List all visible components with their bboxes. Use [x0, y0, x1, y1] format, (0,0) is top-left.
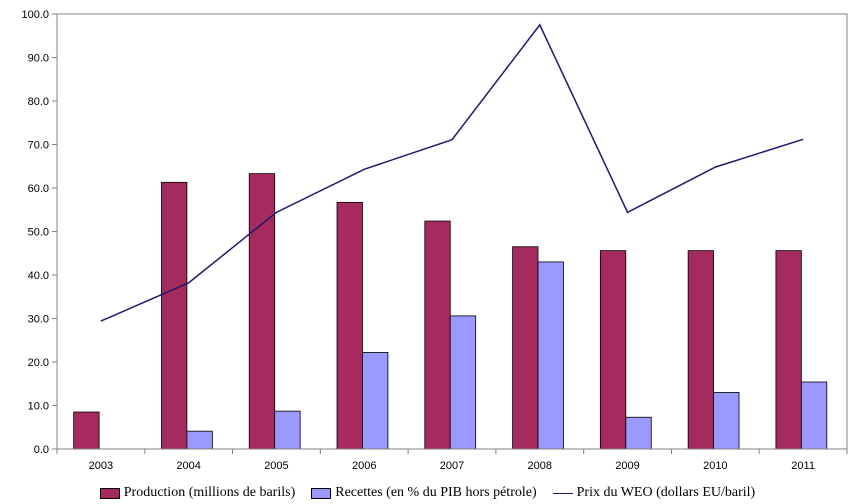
bar-production-2007 [424, 220, 451, 450]
x-tick-label: 2011 [791, 460, 815, 472]
bar-production-2005 [248, 173, 276, 450]
plot-area-frame [56, 13, 848, 450]
x-tick-label: 2003 [89, 460, 113, 472]
y-tick-label: 10.0 [28, 401, 49, 413]
bar-recettes-2006 [362, 352, 389, 450]
x-tick-label: 2005 [264, 460, 288, 472]
bar-production-2009 [599, 250, 627, 450]
legend-label-recettes: Recettes (en % du PIB hors pétrole) [335, 485, 537, 500]
x-tick-label: 2006 [352, 460, 376, 472]
y-tick-label: 0.0 [34, 444, 49, 456]
bar-production-2010 [687, 250, 714, 450]
y-tick-label: 70.0 [28, 140, 49, 152]
y-tick-label: 100.0 [21, 9, 49, 21]
legend-item-recettes: Recettes (en % du PIB hors pétrole) [311, 485, 537, 501]
legend-item-production: Production (millions de barils) [99, 485, 296, 501]
y-axis-ticks: 0.0 10.0 20.0 30.0 40.0 50.0 60.0 70.0 80.0 90.0 1… [21, 9, 57, 456]
x-tick-label: 2010 [703, 460, 727, 472]
x-axis-ticks: 2003 2004 2005 2006 2007 2008 2009 2010 2011 [56, 449, 848, 472]
bar-production-2008 [512, 246, 539, 450]
y-tick-label: 60.0 [28, 183, 49, 195]
y-tick-label: 30.0 [28, 314, 49, 326]
x-tick-label: 2007 [440, 460, 464, 472]
legend-label-prix: Prix du WEO (dollars EU/baril) [576, 485, 756, 500]
legend-item-prix: Prix du WEO (dollars EU/baril) [552, 485, 756, 501]
legend-label-production: Production (millions de barils) [123, 485, 296, 500]
bar-production-2011 [775, 250, 802, 450]
bar-production-2004 [161, 181, 188, 450]
y-tick-label: 40.0 [28, 270, 49, 282]
chart-legend: Production (millions de barils) Recettes… [0, 482, 855, 504]
legend-swatch-recettes [311, 487, 332, 499]
bar-recettes-2005 [274, 410, 301, 450]
x-tick-label: 2004 [176, 460, 200, 472]
bar-series [73, 173, 828, 450]
legend-swatch-prix [552, 492, 573, 494]
y-tick-label: 80.0 [28, 96, 49, 108]
line-prix-weo [100, 23, 804, 322]
x-tick-label: 2009 [615, 460, 639, 472]
bar-recettes-2011 [800, 381, 828, 450]
bar-recettes-2007 [449, 315, 477, 450]
bar-production-2003 [73, 411, 100, 450]
y-tick-label: 20.0 [28, 357, 49, 369]
bar-production-2006 [336, 201, 363, 450]
x-tick-label: 2008 [528, 460, 552, 472]
bar-recettes-2010 [713, 392, 740, 450]
bar-recettes-2008 [537, 261, 564, 450]
bar-recettes-2009 [625, 416, 652, 450]
bar-recettes-2004 [186, 430, 213, 450]
combo-chart: 0.0 10.0 20.0 30.0 40.0 50.0 60.0 70.0 80.0 90.0 1… [21, 9, 848, 472]
line-series [100, 23, 804, 322]
y-tick-label: 50.0 [28, 227, 49, 239]
legend-swatch-production [99, 487, 120, 499]
y-tick-label: 90.0 [28, 53, 49, 65]
